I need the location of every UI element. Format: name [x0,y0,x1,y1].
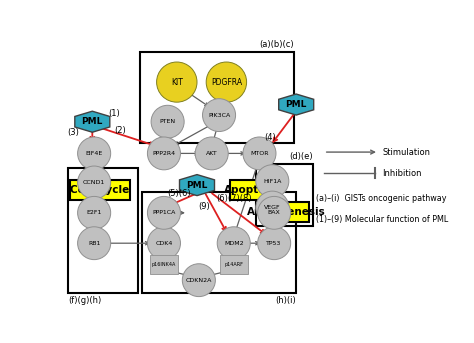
Text: PML: PML [186,181,208,190]
Text: PML: PML [82,117,103,126]
Text: BAX: BAX [268,210,281,215]
Text: PTEN: PTEN [160,119,176,124]
Text: RB1: RB1 [88,241,100,246]
Ellipse shape [217,227,250,260]
Text: Stimulation: Stimulation [383,147,430,157]
Text: TP53: TP53 [266,241,282,246]
Text: (d)(e): (d)(e) [289,152,313,161]
Text: CDKN2A: CDKN2A [186,278,212,283]
Text: (5)(6): (5)(6) [167,189,191,198]
Ellipse shape [258,197,291,229]
Ellipse shape [206,62,246,102]
FancyBboxPatch shape [70,180,130,200]
Text: Cell  cycle: Cell cycle [70,185,129,195]
Ellipse shape [258,227,291,260]
Text: (4): (4) [264,133,276,142]
Ellipse shape [202,99,236,131]
Text: (f)(g)(h): (f)(g)(h) [68,296,102,305]
Ellipse shape [78,197,110,229]
Text: E2F1: E2F1 [86,210,102,215]
FancyBboxPatch shape [230,180,276,200]
Ellipse shape [78,137,110,170]
Ellipse shape [147,197,181,229]
Text: VEGF: VEGF [264,205,281,210]
Text: HIF1A: HIF1A [263,179,282,184]
Ellipse shape [78,166,110,199]
Ellipse shape [147,227,181,260]
Text: CDK4: CDK4 [155,241,173,246]
Text: (a)–(i)  GISTs oncogenic pathway: (a)–(i) GISTs oncogenic pathway [316,194,447,203]
Ellipse shape [156,62,197,102]
Text: KIT: KIT [171,78,183,86]
Ellipse shape [256,165,289,198]
Text: PDGFRA: PDGFRA [211,78,242,86]
Text: (2): (2) [114,127,126,135]
Text: CCND1: CCND1 [83,180,105,185]
Text: (1)–(9) Molecular function of PML: (1)–(9) Molecular function of PML [316,215,449,224]
Ellipse shape [78,227,110,260]
Polygon shape [279,94,314,115]
Text: EIF4E: EIF4E [85,151,103,156]
Text: (h)(i): (h)(i) [275,296,296,305]
Text: PPP1CA: PPP1CA [152,210,176,215]
Text: Inhibition: Inhibition [383,169,422,178]
Text: PML: PML [285,100,307,109]
Text: MTOR: MTOR [250,151,269,156]
Text: PIK3CA: PIK3CA [208,113,230,118]
Text: PPP2R4: PPP2R4 [152,151,175,156]
Ellipse shape [151,105,184,138]
Ellipse shape [256,191,289,224]
Text: p16INK4A: p16INK4A [152,262,176,267]
Ellipse shape [182,264,215,297]
Text: (3): (3) [67,128,79,137]
Text: p14ARF: p14ARF [224,262,243,267]
FancyBboxPatch shape [220,255,248,274]
Text: (9): (9) [199,202,210,211]
FancyBboxPatch shape [150,255,178,274]
Text: AKT: AKT [206,151,218,156]
Polygon shape [180,175,215,196]
Text: (6)(7)(8): (6)(7)(8) [216,194,252,203]
Text: (a)(b)(c): (a)(b)(c) [260,40,294,49]
Ellipse shape [147,137,181,170]
Text: Angiogenesis: Angiogenesis [246,207,326,217]
Ellipse shape [243,137,276,170]
Text: (1): (1) [109,109,120,118]
Ellipse shape [195,137,228,170]
Text: Apoptosis: Apoptosis [224,185,282,195]
FancyBboxPatch shape [263,202,309,222]
Text: MDM2: MDM2 [224,241,244,246]
Polygon shape [75,111,110,132]
